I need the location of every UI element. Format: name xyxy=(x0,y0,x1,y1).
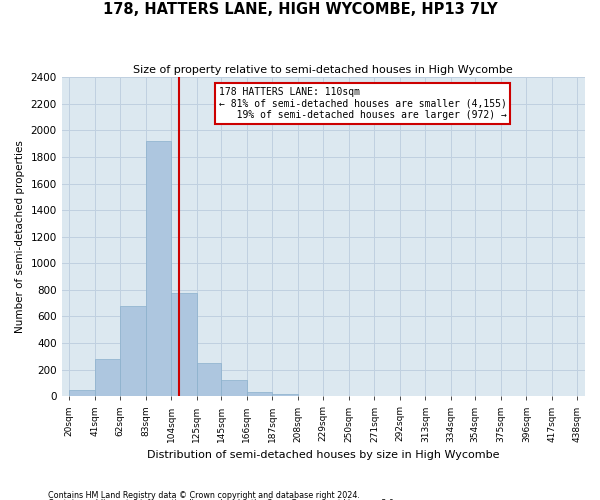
Text: 178 HATTERS LANE: 110sqm
← 81% of semi-detached houses are smaller (4,155)
   19: 178 HATTERS LANE: 110sqm ← 81% of semi-d… xyxy=(218,86,506,120)
Bar xyxy=(272,394,298,396)
Bar xyxy=(121,306,146,396)
Bar xyxy=(70,390,95,396)
Text: 178, HATTERS LANE, HIGH WYCOMBE, HP13 7LY: 178, HATTERS LANE, HIGH WYCOMBE, HP13 7L… xyxy=(103,2,497,18)
Title: Size of property relative to semi-detached houses in High Wycombe: Size of property relative to semi-detach… xyxy=(133,65,513,75)
X-axis label: Distribution of semi-detached houses by size in High Wycombe: Distribution of semi-detached houses by … xyxy=(147,450,500,460)
Bar xyxy=(247,392,272,396)
Y-axis label: Number of semi-detached properties: Number of semi-detached properties xyxy=(15,140,25,333)
Bar xyxy=(172,292,197,397)
Text: Contains public sector information licensed under the Open Government Licence v3: Contains public sector information licen… xyxy=(48,499,397,500)
Bar xyxy=(146,141,172,397)
Bar xyxy=(221,380,247,396)
Bar xyxy=(95,359,121,397)
Text: Contains HM Land Registry data © Crown copyright and database right 2024.: Contains HM Land Registry data © Crown c… xyxy=(48,490,360,500)
Bar xyxy=(197,363,221,396)
